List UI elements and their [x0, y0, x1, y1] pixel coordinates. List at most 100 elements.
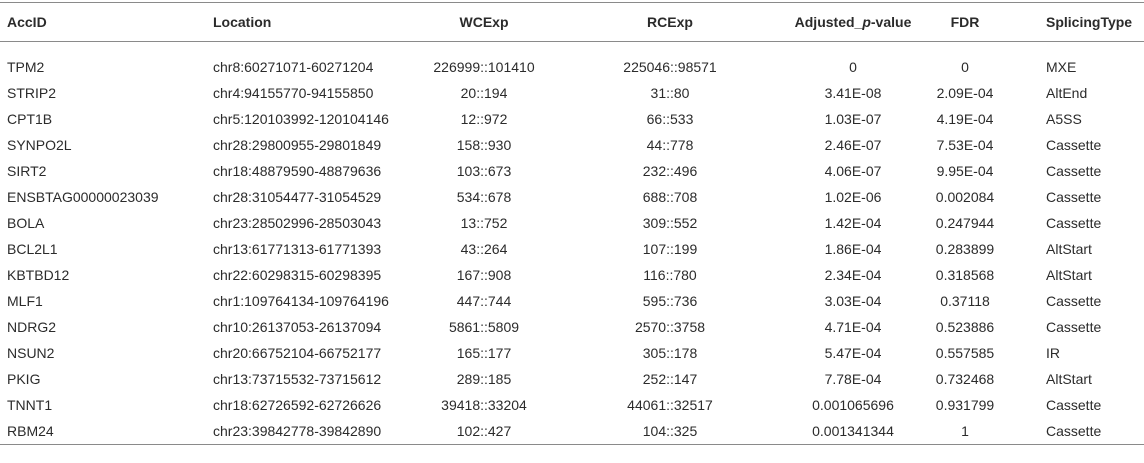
- table-cell: SYNPO2L: [7, 137, 72, 153]
- header-cell: FDR: [950, 14, 980, 30]
- table-cell: 0.318568: [935, 267, 995, 283]
- table-cell: 1.42E-04: [824, 215, 882, 231]
- table-cell: IR: [1046, 345, 1060, 361]
- table-cell: NDRG2: [7, 319, 57, 335]
- table-cell: chr10:26137053-26137094: [213, 319, 382, 335]
- table-cell: BCL2L1: [7, 241, 58, 257]
- table-cell: AltStart: [1046, 371, 1092, 387]
- table-cell: 0.557585: [935, 345, 995, 361]
- table-row: NDRG2 chr10:26137053-26137094 5861::5809 25…: [0, 314, 1144, 340]
- table-cell: STRIP2: [7, 85, 57, 101]
- header-cell: Location: [213, 14, 272, 30]
- table-cell: Cassette: [1046, 215, 1102, 231]
- table-cell: 31::80: [650, 85, 690, 101]
- table-cell: KBTBD12: [7, 267, 70, 283]
- table-cell: 534::678: [456, 189, 512, 205]
- table-cell: 226999::101410: [433, 59, 535, 75]
- table-cell: 103::673: [456, 163, 512, 179]
- table-cell: 0.283899: [935, 241, 995, 257]
- table-cell: Cassette: [1046, 137, 1102, 153]
- table-cell: 5861::5809: [448, 319, 520, 335]
- table-cell: 688::708: [642, 189, 698, 205]
- table-cell: chr23:39842778-39842890: [213, 423, 382, 439]
- table-body: TPM2 chr8:60271071-60271204 226999::101410…: [0, 42, 1144, 445]
- table-row: PKIG chr13:73715532-73715612 289::185 252::…: [0, 366, 1144, 392]
- table-cell: chr5:120103992-120104146: [213, 111, 389, 127]
- header-text: -value: [870, 14, 912, 30]
- header-cell: RCExp: [647, 14, 693, 30]
- table-cell: chr18:48879590-48879636: [213, 163, 382, 179]
- table-cell: 12::972: [460, 111, 508, 127]
- table-cell: CPT1B: [7, 111, 53, 127]
- table-cell: 13::752: [460, 215, 508, 231]
- table-cell: MXE: [1046, 59, 1077, 75]
- table-cell: 5.47E-04: [824, 345, 882, 361]
- table-cell: Cassette: [1046, 319, 1102, 335]
- header-cell: SplicingType: [1046, 14, 1133, 30]
- table-cell: 225046::98571: [623, 59, 717, 75]
- table-cell: 2.34E-04: [824, 267, 882, 283]
- table-row: BCL2L1 chr13:61771313-61771393 43::264 107:…: [0, 236, 1144, 262]
- table-cell: 309::552: [642, 215, 698, 231]
- table-cell: 167::908: [456, 267, 512, 283]
- table-cell: Cassette: [1046, 189, 1102, 205]
- table-cell: 102::427: [456, 423, 512, 439]
- header-cell: Adjusted_p-value: [772, 3, 934, 42]
- table-cell: 1.86E-04: [824, 241, 882, 257]
- header-italic: p: [862, 14, 871, 30]
- table-cell: 4.06E-07: [824, 163, 882, 179]
- table-cell: 2.46E-07: [824, 137, 882, 153]
- table-row: TNNT1 chr18:62726592-62726626 39418::33204…: [0, 392, 1144, 418]
- table-cell: 289::185: [456, 371, 512, 387]
- table-row: RBM24 chr23:39842778-39842890 102::427 104:…: [0, 418, 1144, 445]
- table-cell: chr23:28502996-28503043: [213, 215, 382, 231]
- table-cell: 0.931799: [935, 397, 995, 413]
- table-cell: 0.002084: [935, 189, 995, 205]
- header-cell: AccID: [7, 14, 47, 30]
- header-text: Adjusted_: [794, 14, 863, 30]
- table-cell: 2.09E-04: [936, 85, 994, 101]
- table-cell: chr22:60298315-60298395: [213, 267, 382, 283]
- table-cell: 0: [849, 59, 857, 75]
- table-cell: 0.001065696: [812, 397, 894, 413]
- table-cell: 3.03E-04: [824, 293, 882, 309]
- table-cell: SIRT2: [7, 163, 47, 179]
- table-cell: 447::744: [456, 293, 512, 309]
- table-cell: chr8:60271071-60271204: [213, 59, 374, 75]
- header-row: AccID Location WCExp RCExp Adjusted_p-va…: [0, 2, 1144, 42]
- table-cell: chr28:31054477-31054529: [213, 189, 382, 205]
- table-cell: Cassette: [1046, 293, 1102, 309]
- table-cell: AltEnd: [1046, 85, 1088, 101]
- table-cell: 39418::33204: [441, 397, 527, 413]
- table-cell: TPM2: [7, 59, 45, 75]
- table-cell: 107::199: [642, 241, 698, 257]
- table-cell: RBM24: [7, 423, 54, 439]
- table-row: TPM2 chr8:60271071-60271204 226999::101410…: [0, 42, 1144, 81]
- table-cell: chr13:73715532-73715612: [213, 371, 382, 387]
- header-cell: WCExp: [459, 14, 509, 30]
- table-cell: 116::780: [643, 267, 697, 283]
- table-row: ENSBTAG00000023039 chr28:31054477-3105452…: [0, 184, 1144, 210]
- table-cell: chr28:29800955-29801849: [213, 137, 382, 153]
- table-cell: PKIG: [7, 371, 41, 387]
- table-cell: 595::736: [642, 293, 698, 309]
- table-cell: 2570::3758: [634, 319, 706, 335]
- table-cell: Cassette: [1046, 397, 1102, 413]
- table-cell: BOLA: [7, 215, 45, 231]
- table-cell: AltStart: [1046, 267, 1092, 283]
- table-cell: chr1:109764134-109764196: [213, 293, 389, 309]
- table-row: KBTBD12 chr22:60298315-60298395 167::908 11…: [0, 262, 1144, 288]
- table-cell: 1: [961, 423, 969, 439]
- table-cell: 7.78E-04: [824, 371, 882, 387]
- table-cell: Cassette: [1046, 423, 1102, 439]
- table-cell: chr4:94155770-94155850: [213, 85, 374, 101]
- table-cell: 1.02E-06: [824, 189, 882, 205]
- data-table: AccID Location WCExp RCExp Adjusted_p-va…: [0, 2, 1144, 445]
- table-cell: 165::177: [456, 345, 512, 361]
- table-cell: 1.03E-07: [824, 111, 882, 127]
- table-cell: 252::147: [642, 371, 698, 387]
- table-cell: NSUN2: [7, 345, 55, 361]
- table-cell: A5SS: [1046, 111, 1082, 127]
- table-cell: TNNT1: [7, 397, 53, 413]
